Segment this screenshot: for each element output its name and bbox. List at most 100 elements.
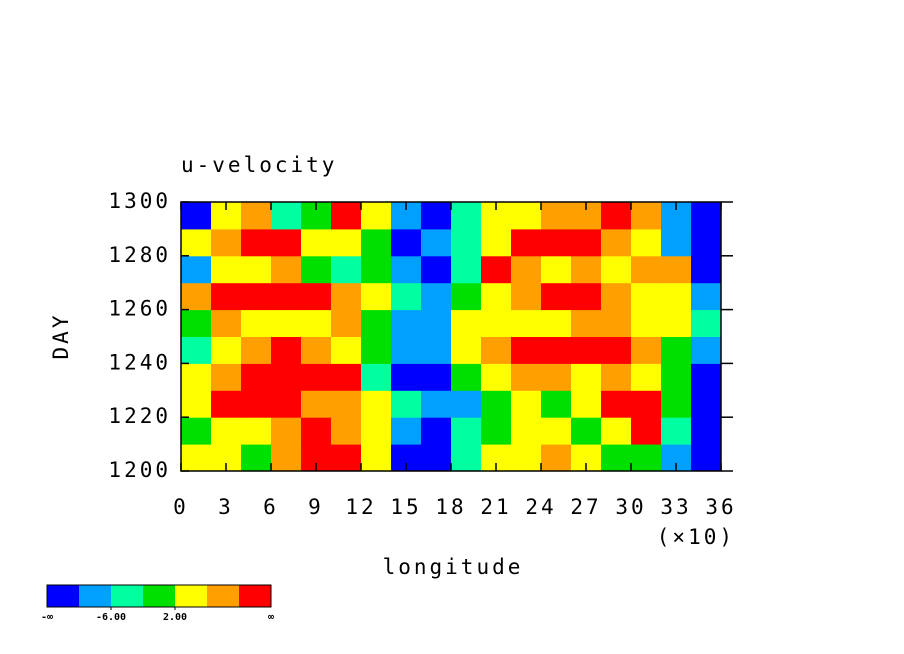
heatmap-cell xyxy=(181,390,212,418)
heatmap-cell xyxy=(331,309,362,337)
heatmap-cell xyxy=(691,444,722,472)
colorbar-tick-label: 2.00 xyxy=(163,612,187,623)
heatmap-cell xyxy=(541,202,572,230)
x-tick-label: 3 xyxy=(218,495,234,519)
heatmap-cell xyxy=(661,336,692,364)
heatmap-cell xyxy=(301,282,332,311)
x-axis-label: longitude xyxy=(383,555,524,579)
heatmap-cell xyxy=(691,228,722,257)
heatmap-cell xyxy=(691,282,722,311)
heatmap-cell xyxy=(181,282,212,311)
heatmap-cell xyxy=(571,309,602,337)
y-tick-label: 1220 xyxy=(108,404,171,428)
x-tick-label: 30 xyxy=(615,495,646,519)
heatmap-cell xyxy=(511,309,542,337)
heatmap-cell xyxy=(451,255,482,284)
heatmap-cell xyxy=(451,336,482,364)
heatmap-cell xyxy=(361,444,392,472)
heatmap-cell xyxy=(271,390,302,418)
heatmap-cell xyxy=(691,417,722,445)
colorbar-swatch xyxy=(79,585,111,607)
heatmap-cell xyxy=(421,390,452,418)
heatmap-cell xyxy=(331,363,362,391)
y-tick-label: 1260 xyxy=(108,297,171,321)
heatmap-cell xyxy=(331,282,362,311)
chart-title: u-velocity xyxy=(181,153,337,177)
heatmap-cell xyxy=(631,363,662,391)
heatmap-cell xyxy=(691,255,722,284)
heatmap-cell xyxy=(241,444,272,472)
colorbar-end-label: ∞ xyxy=(268,612,274,623)
heatmap-cell xyxy=(301,363,332,391)
heatmap-cell xyxy=(331,336,362,364)
heatmap-cell xyxy=(181,444,212,472)
heatmap-cell xyxy=(571,390,602,418)
heatmap-cell xyxy=(451,417,482,445)
heatmap-cell xyxy=(301,228,332,257)
y-tick-label: 1240 xyxy=(108,350,171,374)
x-tick-label: 21 xyxy=(480,495,511,519)
heatmap-cell xyxy=(661,363,692,391)
heatmap-cell xyxy=(541,309,572,337)
heatmap-cell xyxy=(181,363,212,391)
heatmap-cell xyxy=(331,255,362,284)
heatmap-cell xyxy=(511,363,542,391)
heatmap-cell xyxy=(571,228,602,257)
heatmap-cell xyxy=(361,390,392,418)
heatmap-cell xyxy=(421,282,452,311)
heatmap-cell xyxy=(181,309,212,337)
heatmap-cell xyxy=(451,444,482,472)
heatmap-cell xyxy=(271,309,302,337)
colorbar-swatch xyxy=(175,585,207,607)
heatmap-cell xyxy=(691,363,722,391)
heatmap-cell xyxy=(331,202,362,230)
heatmap-cell xyxy=(301,417,332,445)
heatmap-cell xyxy=(571,417,602,445)
heatmap-cell xyxy=(481,363,512,391)
heatmap-cell xyxy=(391,390,422,418)
colorbar-swatch xyxy=(239,585,271,607)
heatmap-cell xyxy=(691,202,722,230)
heatmap-cell xyxy=(391,417,422,445)
heatmap-cell xyxy=(241,363,272,391)
heatmap-cell xyxy=(691,309,722,337)
heatmap-cell xyxy=(481,228,512,257)
heatmap-cell xyxy=(211,417,242,445)
heatmap-cell xyxy=(361,202,392,230)
heatmap-cell xyxy=(631,255,662,284)
heatmap-cell xyxy=(241,417,272,445)
heatmap-cell xyxy=(451,228,482,257)
heatmap-cell xyxy=(481,390,512,418)
heatmap-cell xyxy=(571,363,602,391)
heatmap-cell xyxy=(541,228,572,257)
x-tick-label: 24 xyxy=(525,495,556,519)
heatmap-cell xyxy=(481,309,512,337)
heatmap-cell xyxy=(631,228,662,257)
heatmap-cell xyxy=(601,444,632,472)
heatmap-cell xyxy=(211,336,242,364)
heatmap-cell xyxy=(541,444,572,472)
heatmap-cell xyxy=(301,309,332,337)
heatmap-cell xyxy=(391,309,422,337)
heatmap-cell xyxy=(211,228,242,257)
x-tick-label: 9 xyxy=(308,495,324,519)
heatmap-cell xyxy=(631,282,662,311)
heatmap-cell xyxy=(541,417,572,445)
y-tick-label: 1200 xyxy=(108,458,171,482)
heatmap-cell xyxy=(691,336,722,364)
heatmap-cell xyxy=(241,282,272,311)
heatmap-cell xyxy=(601,309,632,337)
colorbar-frame xyxy=(46,584,272,608)
heatmap-cell xyxy=(601,282,632,311)
heatmap-cell xyxy=(361,417,392,445)
heatmap-cell xyxy=(271,228,302,257)
heatmap-cell xyxy=(181,255,212,284)
heatmap-cell xyxy=(211,363,242,391)
heatmap-cell xyxy=(271,417,302,445)
heatmap-cell xyxy=(541,255,572,284)
heatmap-cell xyxy=(421,417,452,445)
heatmap-cell xyxy=(301,390,332,418)
heatmap-cell xyxy=(271,282,302,311)
heatmap-cell xyxy=(181,202,212,230)
heatmap-cell xyxy=(361,309,392,337)
